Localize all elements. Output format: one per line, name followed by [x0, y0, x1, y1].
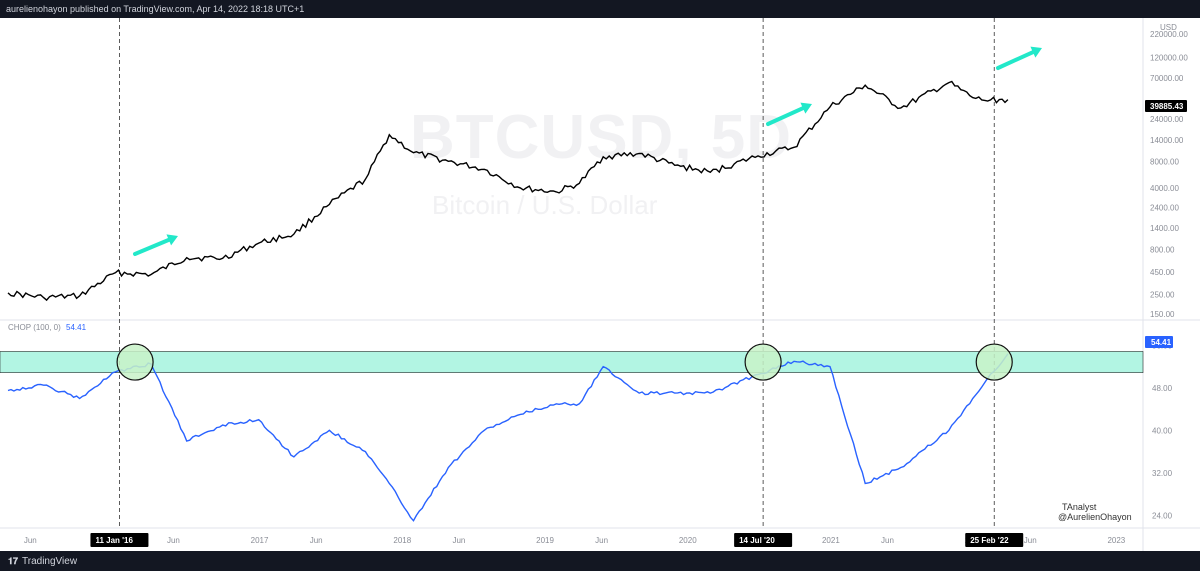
- published-caption: aurelienohayon published on TradingView.…: [0, 0, 1200, 18]
- trend-arrows: [133, 46, 1042, 256]
- time-tick-label: Jun: [452, 536, 465, 545]
- price-tick-label: 24000.00: [1150, 115, 1184, 124]
- indicator-legend[interactable]: CHOP (100, 0): [8, 323, 61, 332]
- price-tick-label: 800.00: [1150, 246, 1175, 255]
- time-tick-label: Jun: [595, 536, 608, 545]
- footer-bar: 𝟏𝟕 TradingView: [0, 551, 1200, 571]
- time-axis[interactable]: Jun2017Jun2018Jun2019Jun20202021Jun2022J…: [24, 533, 1126, 547]
- price-tick-label: 8000.00: [1150, 157, 1179, 166]
- marker-lines: [119, 18, 995, 528]
- price-tick-label: 2400.00: [1150, 204, 1179, 213]
- indicator-tick-label: 32.00: [1152, 469, 1173, 478]
- time-tick-label: 2020: [679, 536, 697, 545]
- indicator-tick-label: 40.00: [1152, 426, 1173, 435]
- time-marker-pill[interactable]: 14 Jul '20: [734, 533, 793, 547]
- price-line[interactable]: [7, 80, 1009, 302]
- price-tick-label: 14000.00: [1150, 136, 1184, 145]
- chop-line[interactable]: [7, 353, 1009, 522]
- price-tick-label: 120000.00: [1150, 53, 1188, 62]
- chop-band: [0, 351, 1144, 373]
- author-handle: @AurelienOhayon: [1058, 512, 1132, 522]
- indicator-legend-value: 54.41: [66, 323, 87, 332]
- highlight-circle: [744, 343, 782, 381]
- highlight-circle: [975, 343, 1013, 381]
- chart-svg[interactable]: BTCUSD, 5D Bitcoin / U.S. Dollar USD 220…: [0, 18, 1200, 551]
- watermark-name: Bitcoin / U.S. Dollar: [432, 190, 658, 220]
- time-tick-label: Jun: [24, 536, 37, 545]
- time-tick-label: 2018: [393, 536, 411, 545]
- time-tick-label: Jun: [167, 536, 180, 545]
- price-tick-label: 220000.00: [1150, 30, 1188, 39]
- author-name: TAnalyst: [1062, 502, 1097, 512]
- time-tick-label: Jun: [1024, 536, 1037, 545]
- time-tick-label: 2019: [536, 536, 554, 545]
- tv-logo-icon[interactable]: 𝟏𝟕: [8, 555, 19, 566]
- svg-text:39885.43: 39885.43: [1150, 102, 1184, 111]
- price-tick-label: 250.00: [1150, 290, 1175, 299]
- time-tick-label: Jun: [310, 536, 323, 545]
- time-tick-label: Jun: [881, 536, 894, 545]
- highlight-circles: [116, 343, 1013, 381]
- footer-brand[interactable]: TradingView: [22, 555, 78, 567]
- trend-arrow-icon: [133, 234, 178, 256]
- svg-text:54.41: 54.41: [1151, 338, 1172, 347]
- time-marker-pill[interactable]: 11 Jan '16: [90, 533, 149, 547]
- highlight-circle: [116, 343, 154, 381]
- time-tick-label: 2021: [822, 536, 840, 545]
- last-price-tag: 39885.43: [1145, 100, 1187, 112]
- indicator-tick-label: 48.00: [1152, 384, 1173, 393]
- svg-text:11 Jan '16: 11 Jan '16: [95, 536, 133, 545]
- svg-text:25 Feb '22: 25 Feb '22: [970, 536, 1009, 545]
- trend-arrow-icon: [996, 46, 1042, 70]
- price-tick-label: 1400.00: [1150, 224, 1179, 233]
- price-axis[interactable]: 220000.00 120000.00 70000.00 24000.00 14000.…: [1150, 30, 1188, 319]
- time-marker-pill[interactable]: 25 Feb '22: [965, 533, 1024, 547]
- svg-text:14 Jul '20: 14 Jul '20: [739, 536, 775, 545]
- currency-label: USD: [1160, 23, 1177, 32]
- chop-value-tag: 54.41: [1145, 336, 1173, 348]
- time-tick-label: 2023: [1107, 536, 1125, 545]
- time-tick-label: 2017: [251, 536, 269, 545]
- price-tick-label: 450.00: [1150, 268, 1175, 277]
- trend-arrow-icon: [766, 102, 812, 126]
- price-tick-label: 4000.00: [1150, 184, 1179, 193]
- watermark-symbol: BTCUSD, 5D: [410, 103, 792, 172]
- price-tick-label: 70000.00: [1150, 74, 1184, 83]
- indicator-tick-label: 24.00: [1152, 511, 1173, 520]
- chart-area[interactable]: BTCUSD, 5D Bitcoin / U.S. Dollar USD 220…: [0, 18, 1200, 551]
- price-tick-label: 150.00: [1150, 310, 1175, 319]
